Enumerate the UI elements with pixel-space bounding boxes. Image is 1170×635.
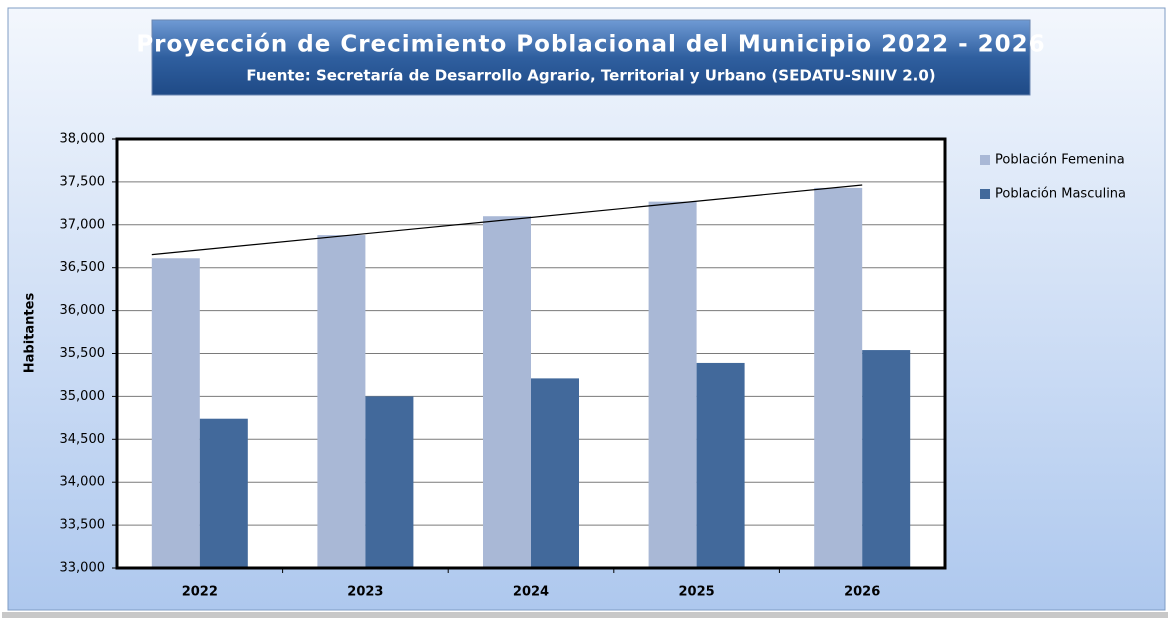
trend-line: [151, 184, 863, 256]
y-tick-label: 36,500: [60, 260, 106, 275]
legend-label: Población Masculina: [995, 187, 1126, 202]
y-axis-label: Habitantes: [23, 293, 38, 374]
shadow: [2, 612, 1168, 618]
bar: [696, 362, 745, 568]
x-tick-label: 2023: [347, 585, 383, 600]
y-tick-label: 34,000: [60, 475, 106, 490]
x-tick-label: 2024: [513, 585, 549, 600]
y-tick-label: 33,000: [60, 561, 106, 576]
bar: [365, 396, 414, 568]
y-tick-label: 37,500: [60, 174, 106, 189]
y-tick-label: 35,500: [60, 346, 106, 361]
bar: [317, 235, 366, 568]
bar: [648, 201, 697, 568]
y-tick-label: 33,500: [60, 518, 106, 533]
title-box: [151, 19, 1031, 96]
y-tick-label: 38,000: [60, 132, 106, 147]
bar: [199, 418, 248, 568]
y-tick-label: 35,000: [60, 389, 106, 404]
legend-label: Población Femenina: [995, 153, 1125, 168]
bar: [531, 378, 579, 568]
bar: [483, 216, 531, 568]
chart-title: Proyección de Crecimiento Poblacional de…: [136, 32, 1045, 58]
x-tick-label: 2025: [679, 585, 715, 600]
legend-swatch: [980, 189, 990, 199]
bar: [814, 187, 863, 568]
bar: [151, 258, 200, 568]
y-tick-label: 37,000: [60, 217, 106, 232]
bar: [862, 350, 911, 568]
chart-subtitle: Fuente: Secretaría de Desarrollo Agrario…: [246, 67, 935, 85]
legend-swatch: [980, 155, 990, 165]
y-tick-label: 36,000: [60, 303, 106, 318]
plot-border: [115, 137, 947, 570]
x-tick-label: 2026: [844, 585, 880, 600]
y-tick-label: 34,500: [60, 432, 106, 447]
x-tick-label: 2022: [182, 585, 218, 600]
